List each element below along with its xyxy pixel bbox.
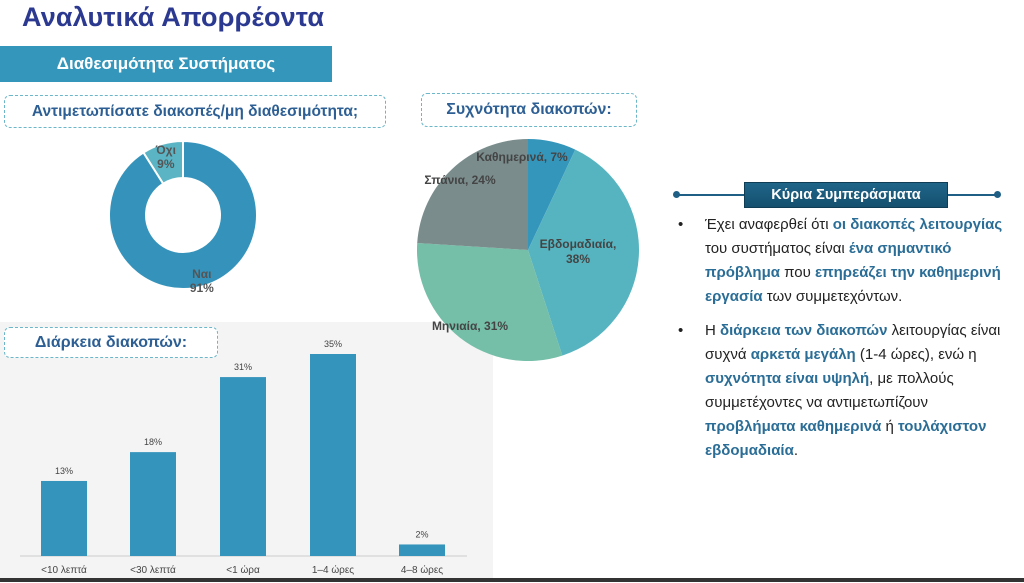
x-tick-label: <30 λεπτά: [130, 564, 176, 576]
donut-value: 9%: [157, 157, 175, 171]
text-segment: Η: [705, 322, 720, 339]
bar: [220, 377, 266, 556]
highlighted-text: τουλάχιστον εβδομαδιαία: [705, 418, 987, 459]
highlighted-text: οι διακοπές λειτουργίας: [832, 216, 1003, 233]
conclusions-title: Κύρια Συμπεράσματα: [744, 182, 948, 208]
text-segment: λειτουργίας είναι συχνά: [705, 322, 1001, 363]
x-tick-label: 4–8 ώρες: [401, 564, 443, 576]
bar-chart-panel: 13% <10 λεπτά 18% <30 λεπτά 31% <1 ώρα 35% 1–4 …: [0, 322, 493, 578]
pie-label: Μηνιαία, 31%: [432, 319, 508, 333]
bottom-bar: [0, 578, 1024, 582]
donut-label: Όχι: [155, 143, 176, 157]
bar-value-label: 2%: [415, 529, 428, 539]
bar-value-label: 18%: [144, 437, 162, 447]
divider-dot-right: [994, 191, 1001, 198]
question-duration-title: Διάρκεια διακοπών:: [4, 327, 218, 358]
highlighted-text: αρκετά μεγάλη: [750, 346, 856, 363]
x-tick-label: <10 λεπτά: [41, 564, 87, 576]
bar-value-label: 13%: [55, 466, 73, 476]
text-segment: , με πολλούς συμμετέχοντες να αντιμετωπί…: [705, 370, 954, 411]
pie-label: Σπάνια, 24%: [424, 173, 496, 187]
conclusion-item: • Έχει αναφερθεί ότι οι διακοπές λειτουργ…: [676, 213, 1016, 309]
divider-dot-left: [673, 191, 680, 198]
text-segment: ή: [881, 418, 899, 435]
x-tick-label: 1–4 ώρες: [312, 564, 354, 576]
pie-label: Εβδομαδιαία, 38%: [540, 237, 617, 266]
highlighted-text: ένα σημαντικό πρόβλημα: [705, 240, 952, 281]
bar-value-label: 35%: [324, 339, 342, 349]
pie-label: Καθημερινά, 7%: [476, 150, 568, 164]
section-banner: Διαθεσιμότητα Συστήματος: [0, 46, 332, 82]
bullet-icon: •: [678, 216, 684, 233]
conclusion-text: Έχει αναφερθεί ότι οι διακοπές λειτουργί…: [705, 213, 1016, 309]
question-availability-title: Αντιμετωπίσατε διακοπές/μη διαθεσιμότητα…: [4, 95, 386, 128]
text-segment: Έχει αναφερθεί ότι: [705, 216, 833, 233]
conclusions-list: • Έχει αναφερθεί ότι οι διακοπές λειτουργ…: [676, 213, 1016, 473]
text-segment: που: [780, 264, 816, 281]
donut-label: Ναι: [192, 267, 211, 281]
bar: [41, 480, 87, 556]
highlighted-text: συχνότητα είναι υψηλή: [705, 370, 870, 387]
donut-value: 91%: [190, 281, 214, 295]
pie-chart: Καθημερινά, 7% Εβδομαδιαία, 38% Μηνιαία, 31…: [417, 139, 639, 361]
text-segment: των συμμετεχόντων.: [762, 288, 903, 305]
bar: [130, 452, 176, 556]
pie-slice: [417, 139, 528, 250]
bar-chart: 13% <10 λεπτά 18% <30 λεπτά 31% <1 ώρα 35% 1–4 …: [20, 339, 467, 576]
page-title: Αναλυτικά Απορρέοντα: [22, 2, 325, 32]
text-segment: (1-4 ώρες), ενώ η: [855, 346, 977, 363]
question-frequency-title: Συχνότητα διακοπών:: [421, 93, 637, 127]
bar-value-label: 31%: [234, 362, 252, 372]
conclusion-text: Η διάρκεια των διακοπών λειτουργίας είνα…: [705, 319, 1016, 463]
highlighted-text: επηρεάζει την καθημερινή εργασία: [705, 264, 1001, 305]
pie-slice: [417, 243, 563, 361]
bar: [399, 544, 445, 556]
x-tick-label: <1 ώρα: [226, 564, 260, 576]
highlighted-text: διάρκεια των διακοπών: [720, 322, 888, 339]
highlighted-text: προβλήματα καθημερινά: [705, 418, 882, 435]
bullet-icon: •: [678, 322, 684, 339]
pie-slice: [528, 149, 639, 356]
conclusion-item: • Η διάρκεια των διακοπών λειτουργίας είν…: [676, 319, 1016, 463]
donut-slice-yes: [108, 139, 258, 290]
pie-slice: [528, 139, 576, 250]
bar: [310, 354, 356, 556]
text-segment: .: [793, 442, 798, 459]
text-segment: του συστήματος είναι: [705, 240, 849, 257]
